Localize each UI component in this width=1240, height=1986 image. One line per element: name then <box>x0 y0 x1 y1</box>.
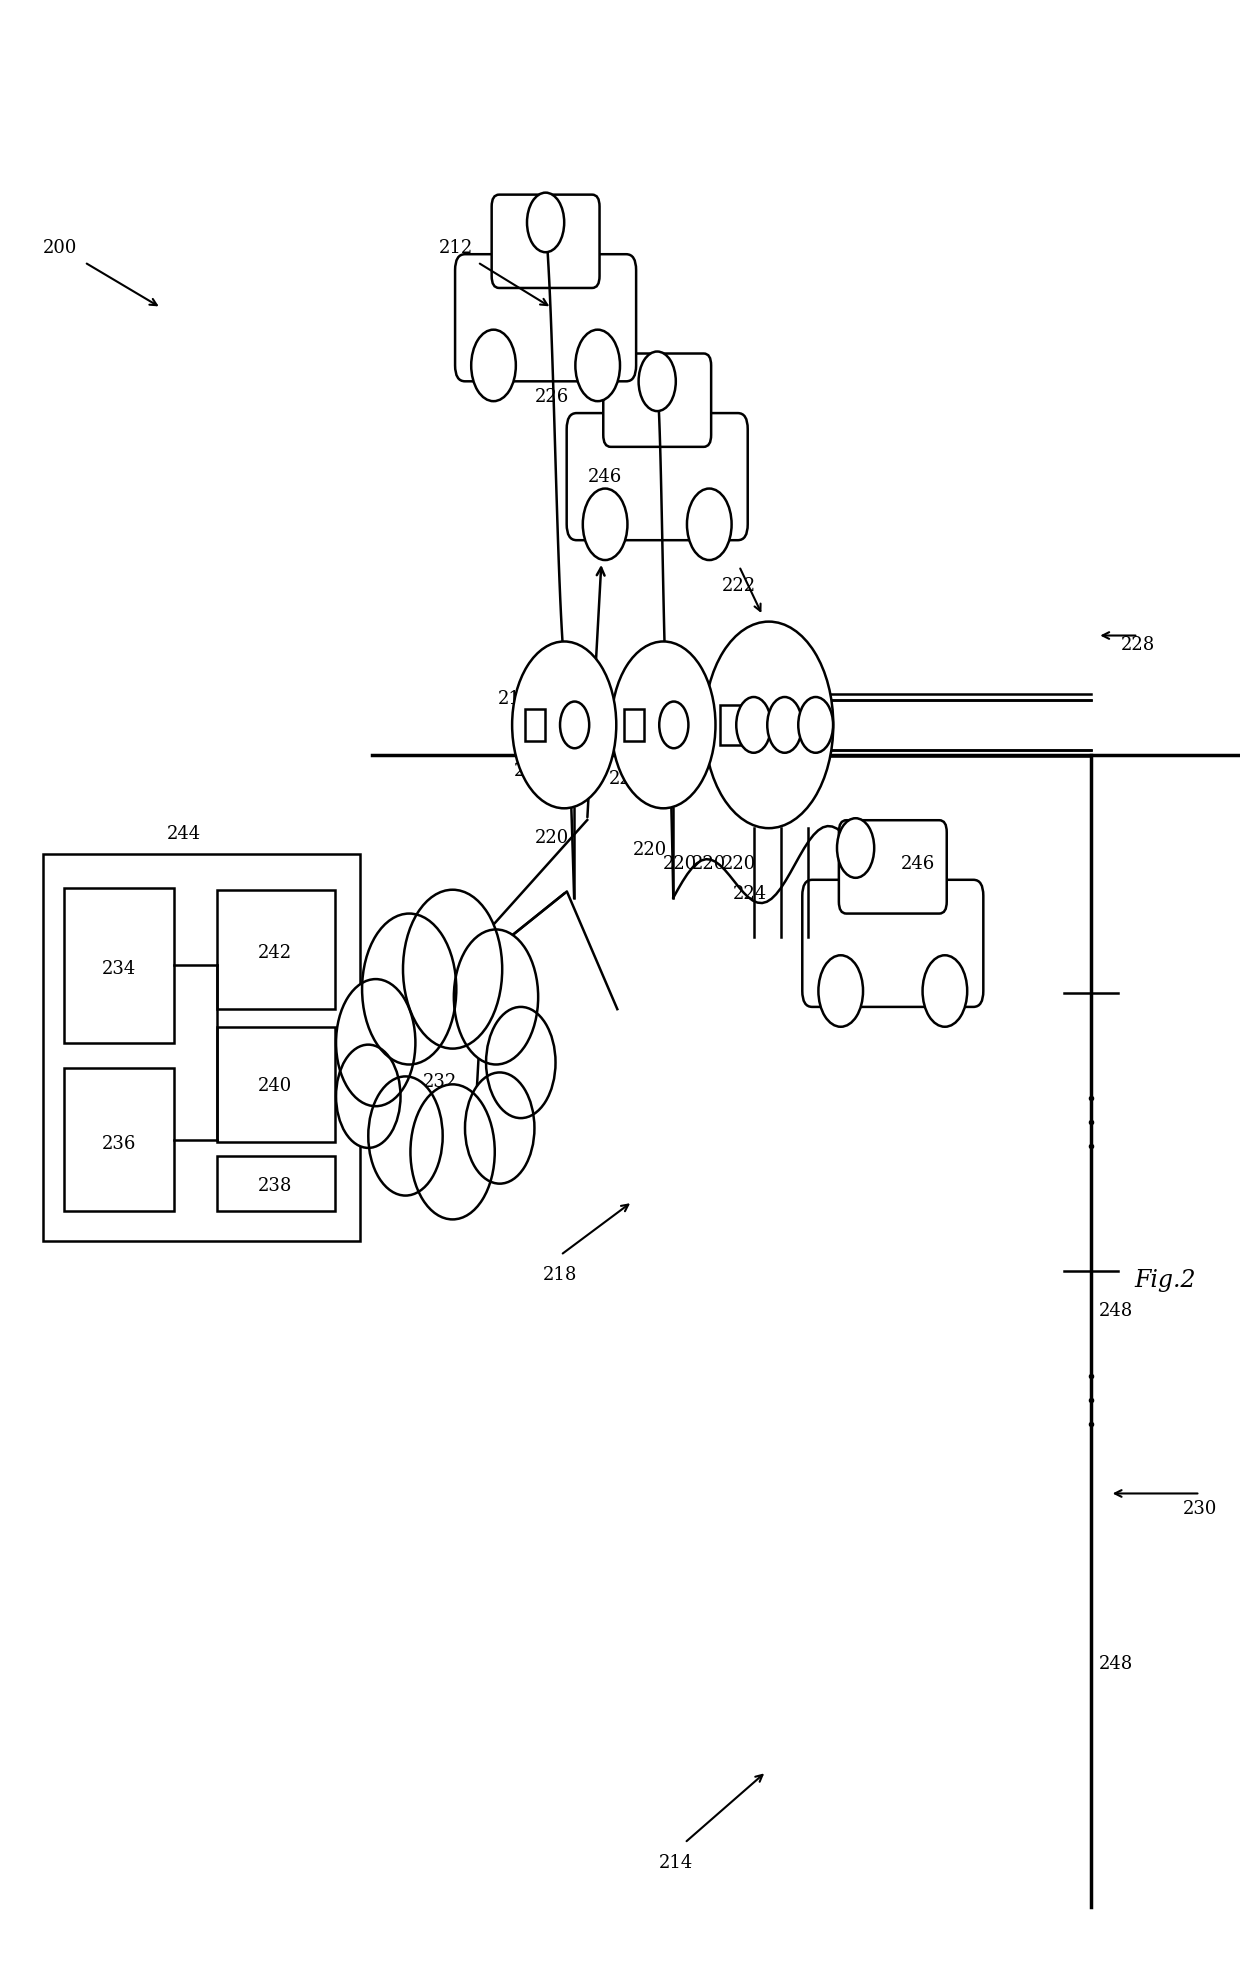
Text: 220: 220 <box>632 840 667 860</box>
Circle shape <box>454 929 538 1064</box>
Circle shape <box>737 697 771 753</box>
Circle shape <box>560 701 589 749</box>
Text: 230: 230 <box>1183 1499 1218 1519</box>
FancyBboxPatch shape <box>491 195 600 288</box>
FancyBboxPatch shape <box>455 254 636 381</box>
Circle shape <box>465 1072 534 1184</box>
FancyBboxPatch shape <box>43 854 360 1241</box>
Text: 216: 216 <box>497 689 532 709</box>
Text: 238: 238 <box>258 1176 293 1196</box>
Circle shape <box>687 489 732 560</box>
Circle shape <box>410 1084 495 1219</box>
Text: 224: 224 <box>733 884 768 904</box>
Text: 222: 222 <box>609 769 644 788</box>
Circle shape <box>336 1045 401 1148</box>
FancyBboxPatch shape <box>567 413 748 540</box>
Circle shape <box>336 979 415 1106</box>
Circle shape <box>575 330 620 401</box>
Text: 232: 232 <box>423 1072 458 1092</box>
Text: 220: 220 <box>534 828 569 848</box>
FancyBboxPatch shape <box>217 890 335 1009</box>
FancyBboxPatch shape <box>217 1156 335 1211</box>
FancyBboxPatch shape <box>838 820 947 914</box>
Circle shape <box>837 818 874 878</box>
Circle shape <box>403 890 502 1049</box>
Text: 248: 248 <box>1099 1301 1133 1321</box>
Text: 228: 228 <box>1121 636 1156 655</box>
Text: 234: 234 <box>102 959 136 979</box>
FancyBboxPatch shape <box>64 1068 174 1211</box>
Text: 240: 240 <box>258 1076 293 1096</box>
Bar <box>720 705 745 745</box>
Text: 216: 216 <box>603 705 637 725</box>
Text: 200: 200 <box>42 238 77 258</box>
FancyBboxPatch shape <box>802 880 983 1007</box>
Circle shape <box>768 697 802 753</box>
Text: 222: 222 <box>722 576 756 596</box>
Circle shape <box>368 1076 443 1196</box>
Text: 246: 246 <box>588 467 622 487</box>
Text: 220: 220 <box>662 854 697 874</box>
Circle shape <box>486 1007 556 1118</box>
FancyBboxPatch shape <box>64 888 174 1043</box>
Circle shape <box>471 330 516 401</box>
Text: 222: 222 <box>513 761 548 780</box>
Text: 246: 246 <box>900 854 935 874</box>
Circle shape <box>799 697 833 753</box>
Text: 220: 220 <box>722 854 756 874</box>
Bar <box>625 709 644 741</box>
Circle shape <box>512 641 616 808</box>
Text: 218: 218 <box>543 1265 578 1285</box>
Text: 212: 212 <box>439 238 474 258</box>
Circle shape <box>639 352 676 411</box>
Circle shape <box>660 701 688 749</box>
Text: 236: 236 <box>102 1134 136 1154</box>
Circle shape <box>583 489 627 560</box>
Text: 242: 242 <box>258 943 293 963</box>
Circle shape <box>704 622 833 828</box>
Text: 214: 214 <box>658 1853 693 1873</box>
Text: 226: 226 <box>534 387 569 407</box>
Circle shape <box>527 193 564 252</box>
Text: 244: 244 <box>166 824 201 844</box>
Circle shape <box>818 955 863 1027</box>
Circle shape <box>923 955 967 1027</box>
FancyBboxPatch shape <box>604 354 712 447</box>
Bar <box>526 709 544 741</box>
Text: Fig.2: Fig.2 <box>1135 1269 1197 1293</box>
Text: 220: 220 <box>692 854 727 874</box>
Circle shape <box>611 641 715 808</box>
Text: 248: 248 <box>1099 1654 1133 1674</box>
Circle shape <box>362 914 456 1064</box>
FancyBboxPatch shape <box>217 1027 335 1142</box>
